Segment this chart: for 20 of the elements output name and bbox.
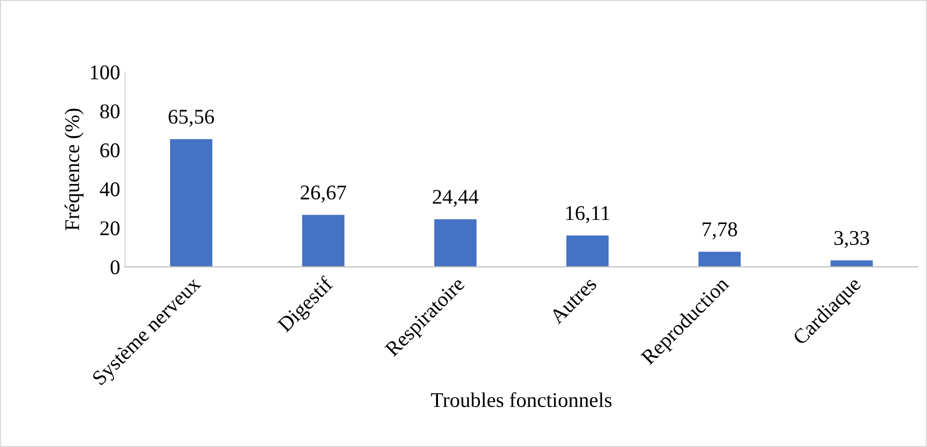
y-tick-label: 60 (100, 143, 120, 158)
data-label: 7,78 (702, 222, 738, 240)
data-label: 3,33 (834, 231, 870, 248)
data-label: 26,67 (300, 186, 346, 203)
bar (698, 252, 741, 267)
data-label: 16,11 (566, 206, 610, 224)
bar (830, 260, 873, 267)
y-axis-title: Fréquence (%) (64, 108, 84, 230)
bar (170, 139, 212, 267)
data-label: 65,56 (168, 110, 214, 127)
y-tick-label: 80 (100, 104, 120, 118)
x-axis-title: Troubles fonctionnels (431, 392, 612, 408)
y-tick-label: 100 (90, 65, 120, 80)
y-tick-label: 0 (110, 260, 120, 274)
bar (302, 214, 344, 267)
data-label: 24,44 (432, 190, 478, 207)
bar (566, 235, 609, 267)
bar (434, 219, 477, 267)
y-tick-label: 40 (100, 182, 120, 196)
y-tick-label: 20 (100, 221, 120, 236)
